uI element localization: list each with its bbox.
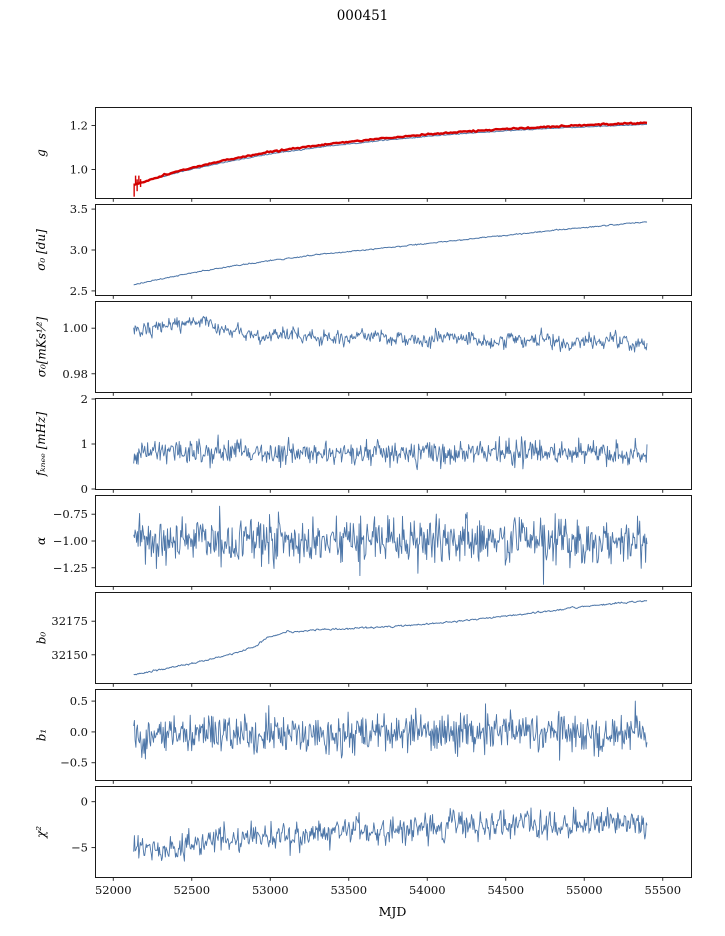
svg-text:2.5: 2.5 bbox=[70, 284, 88, 298]
svg-text:54000: 54000 bbox=[409, 883, 446, 897]
svg-text:0: 0 bbox=[81, 795, 88, 809]
svg-text:53000: 53000 bbox=[252, 883, 289, 897]
y-axis-label-b0-text: b₀ bbox=[34, 631, 48, 645]
y-axis-label-sigma0-mks-text: σ₀[mKs¹⁄²] bbox=[34, 316, 48, 378]
svg-text:−5: −5 bbox=[71, 841, 88, 855]
svg-text:3.5: 3.5 bbox=[70, 202, 88, 216]
svg-text:32175: 32175 bbox=[51, 614, 88, 628]
y-axis-label-sigma0-du-text: σ₀ [du] bbox=[34, 229, 48, 271]
y-axis-label-fknee: fₖₙₑₑ [mHz] bbox=[0, 399, 82, 489]
y-axis-label-fknee-text: fₖₙₑₑ [mHz] bbox=[33, 411, 48, 477]
svg-text:−0.5: −0.5 bbox=[60, 756, 88, 770]
svg-text:1.0: 1.0 bbox=[70, 162, 88, 176]
panel-sigma0-du: σ₀ [du] 2.5 3.0 3.5 bbox=[34, 202, 692, 299]
panel-b1: b₁ 0.5 0.0 −0.5 bbox=[34, 689, 692, 784]
svg-text:53500: 53500 bbox=[330, 883, 367, 897]
svg-text:−0.75: −0.75 bbox=[53, 507, 88, 521]
panel-sigma0-mks: σ₀[mKs¹⁄²] 0.98 1.00 bbox=[34, 301, 692, 396]
svg-text:32150: 32150 bbox=[51, 648, 88, 662]
plot-area-b0: 32150 32175 bbox=[51, 600, 664, 687]
y-axis-label-b0: b₀ bbox=[0, 593, 82, 683]
svg-text:−1.25: −1.25 bbox=[53, 561, 88, 575]
svg-text:52000: 52000 bbox=[95, 883, 132, 897]
svg-text:0.0: 0.0 bbox=[70, 725, 88, 739]
svg-text:1: 1 bbox=[81, 437, 88, 451]
y-axis-label-chi2-text: χ² bbox=[34, 825, 48, 839]
panel-g: g 1.0 1.2 bbox=[34, 107, 692, 202]
plot-area-sigma0-du: 2.5 3.0 3.5 bbox=[70, 202, 664, 299]
svg-text:54500: 54500 bbox=[487, 883, 524, 897]
y-axis-label-g-text: g bbox=[34, 149, 48, 157]
svg-text:0.98: 0.98 bbox=[62, 367, 88, 381]
y-axis-label-b1-text: b₁ bbox=[34, 728, 48, 742]
svg-text:1.2: 1.2 bbox=[70, 119, 88, 133]
svg-text:52500: 52500 bbox=[173, 883, 210, 897]
plot-area-g: 1.0 1.2 bbox=[70, 119, 664, 202]
x-axis-label: MJD bbox=[378, 904, 407, 919]
svg-text:55000: 55000 bbox=[566, 883, 603, 897]
svg-text:0: 0 bbox=[81, 482, 88, 496]
panel-chi2: χ² 0 −5 52000 52500 53000 53500 54000 54500 5500… bbox=[34, 786, 692, 897]
svg-text:1.00: 1.00 bbox=[62, 321, 88, 335]
plot-area-sigma0-mks: 0.98 1.00 bbox=[62, 315, 664, 396]
figure-title: 000451 bbox=[336, 8, 389, 24]
svg-text:2: 2 bbox=[81, 392, 88, 406]
svg-text:−1.00: −1.00 bbox=[53, 534, 88, 548]
plot-area-b1: 0.5 0.0 −0.5 bbox=[60, 694, 664, 784]
svg-text:55500: 55500 bbox=[644, 883, 681, 897]
svg-text:0.5: 0.5 bbox=[70, 694, 88, 708]
y-axis-label-chi2: χ² bbox=[0, 787, 82, 877]
plot-area-fknee: 0 1 2 bbox=[81, 392, 664, 496]
plot-area-chi2: 0 −5 52000 52500 53000 53500 54000 54500 55000 55… bbox=[71, 795, 681, 897]
plot-area-alpha: −0.75 −1.00 −1.25 bbox=[53, 505, 664, 590]
panel-b0: b₀ 32150 32175 bbox=[34, 592, 692, 687]
y-axis-label-alpha-text: α bbox=[33, 536, 48, 546]
panel-alpha: α −0.75 −1.00 −1.25 bbox=[34, 495, 692, 590]
panel-fknee: fₖₙₑₑ [mHz] 0 1 2 bbox=[34, 392, 692, 496]
svg-text:3.0: 3.0 bbox=[70, 243, 88, 257]
